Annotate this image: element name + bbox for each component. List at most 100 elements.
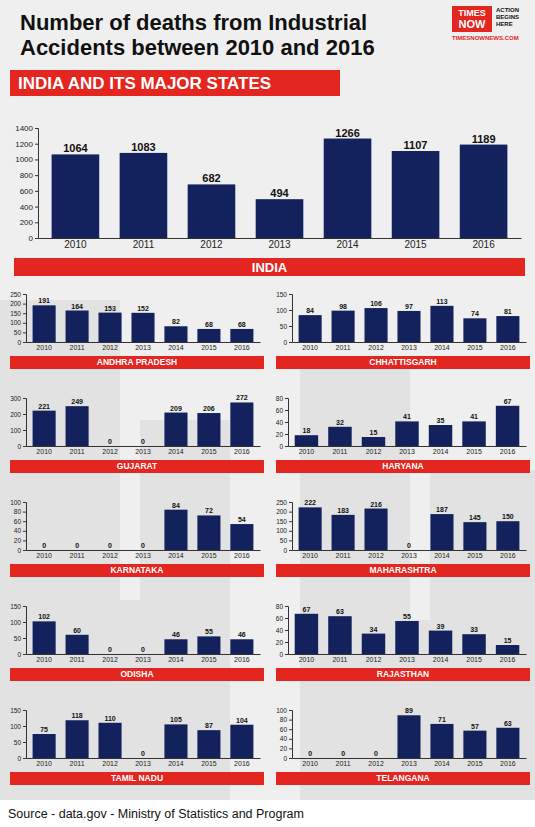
bar — [362, 437, 385, 446]
tick-label: 2011 — [70, 552, 85, 559]
y-axis: 050100150 — [10, 707, 26, 762]
x-tick: 2016 — [234, 446, 250, 455]
y-tick: 40 — [276, 419, 288, 426]
data-label: 71 — [438, 716, 446, 723]
data-label: 209 — [170, 405, 182, 412]
tick-label: 2012 — [366, 448, 382, 455]
tick-mark — [289, 531, 292, 532]
data-labels: 18321541354167 — [303, 398, 512, 436]
tick-label: 0 — [29, 234, 34, 243]
bars — [299, 306, 520, 342]
bar — [197, 329, 220, 342]
x-tick: 2016 — [500, 654, 516, 663]
text-line: Accidents between 2010 and 2016 — [20, 35, 375, 60]
data-labels: 10641083682494126611071189 — [63, 127, 495, 200]
tick-label: 2015 — [201, 656, 217, 663]
subtitle: INDIA AND ITS MAJOR STATES — [18, 74, 271, 93]
data-labels: 0000847254 — [42, 502, 246, 549]
bar — [496, 316, 519, 342]
bar — [397, 311, 420, 342]
bar — [197, 636, 220, 654]
y-tick: 80 — [276, 395, 288, 402]
y-tick: 0 — [29, 234, 38, 243]
panel: 0501001502002502010201120122013201420152… — [276, 499, 530, 577]
tick-label: 2014 — [168, 344, 184, 351]
data-label: 1083 — [131, 141, 155, 153]
bar — [66, 635, 89, 654]
tick-label: 2011 — [133, 239, 155, 250]
tick-label: 1000 — [15, 155, 33, 164]
x-tick: 2014 — [336, 238, 359, 250]
data-label: 249 — [71, 398, 83, 405]
bar — [397, 715, 420, 758]
text-line: BEGINS — [496, 14, 519, 20]
x-tick: 2012 — [102, 446, 118, 455]
tick-mark — [35, 144, 38, 145]
bar — [463, 522, 486, 550]
y-tick: 200 — [10, 300, 26, 307]
bar — [324, 139, 372, 238]
x-tick: 2014 — [168, 550, 184, 559]
y-axis: 050100150200250 — [276, 499, 292, 554]
tick-label: 100 — [276, 527, 287, 534]
y-tick: 50 — [280, 323, 292, 330]
y-tick: 100 — [276, 707, 292, 714]
tick-mark — [285, 422, 288, 423]
tick-label: 0 — [17, 339, 21, 346]
panel-banner — [10, 460, 264, 473]
tick-label: 2012 — [102, 552, 118, 559]
bar — [120, 153, 168, 238]
tick-label: 2011 — [70, 760, 85, 767]
tick-label: 40 — [14, 527, 22, 534]
panel: 0100200300201020112012201320142015201622… — [10, 394, 264, 473]
tick-label: 2016 — [500, 344, 516, 351]
tick-label: 2013 — [135, 552, 151, 559]
bars — [397, 715, 519, 758]
tick-label: 2013 — [135, 656, 151, 663]
bar — [392, 151, 440, 238]
bar — [332, 758, 355, 759]
data-labels: 75118110010587104 — [40, 712, 248, 757]
tick-mark — [289, 326, 292, 327]
panel-title: CHHATTISGARH — [369, 357, 436, 367]
bar — [99, 446, 122, 447]
x-tick: 2014 — [168, 654, 184, 663]
y-tick: 300 — [10, 395, 26, 402]
y-tick: 200 — [10, 411, 26, 418]
data-label: 63 — [504, 720, 512, 727]
x-tick: 2011 — [336, 550, 351, 559]
data-label: 104 — [236, 717, 248, 724]
panel: 0501001502010201120122013201420152016102… — [10, 603, 264, 681]
tick-label: 100 — [10, 619, 21, 626]
tick-mark — [35, 128, 38, 129]
panel-banner — [276, 460, 530, 473]
tick-mark — [23, 512, 26, 513]
tick-label: 0 — [17, 547, 21, 554]
tick-mark — [23, 606, 26, 607]
bar — [496, 406, 519, 446]
bar — [496, 728, 519, 758]
tick-label: 100 — [10, 427, 21, 434]
bars — [33, 621, 254, 654]
bar — [131, 446, 154, 447]
tick-mark — [289, 748, 292, 749]
x-tick: 2015 — [467, 550, 483, 559]
bar — [365, 308, 388, 342]
panel-banner — [10, 668, 264, 681]
tick-label: 1400 — [15, 124, 33, 133]
bars — [52, 139, 508, 238]
y-tick: 0 — [17, 547, 26, 554]
tick-label: 50 — [280, 537, 288, 544]
data-label: 84 — [306, 307, 314, 314]
y-tick: 100 — [10, 619, 26, 626]
y-tick: 60 — [276, 615, 288, 622]
tick-label: 2015 — [201, 760, 217, 767]
data-label: 1189 — [472, 133, 496, 145]
x-tick: 2014 — [168, 758, 184, 767]
tick-label: 2016 — [234, 760, 250, 767]
data-label: 97 — [405, 303, 413, 310]
tick-mark — [23, 342, 26, 343]
y-tick: 50 — [14, 635, 26, 642]
text-line: Number of deaths from Industrial — [20, 10, 367, 35]
tick-label: 20 — [276, 639, 284, 646]
